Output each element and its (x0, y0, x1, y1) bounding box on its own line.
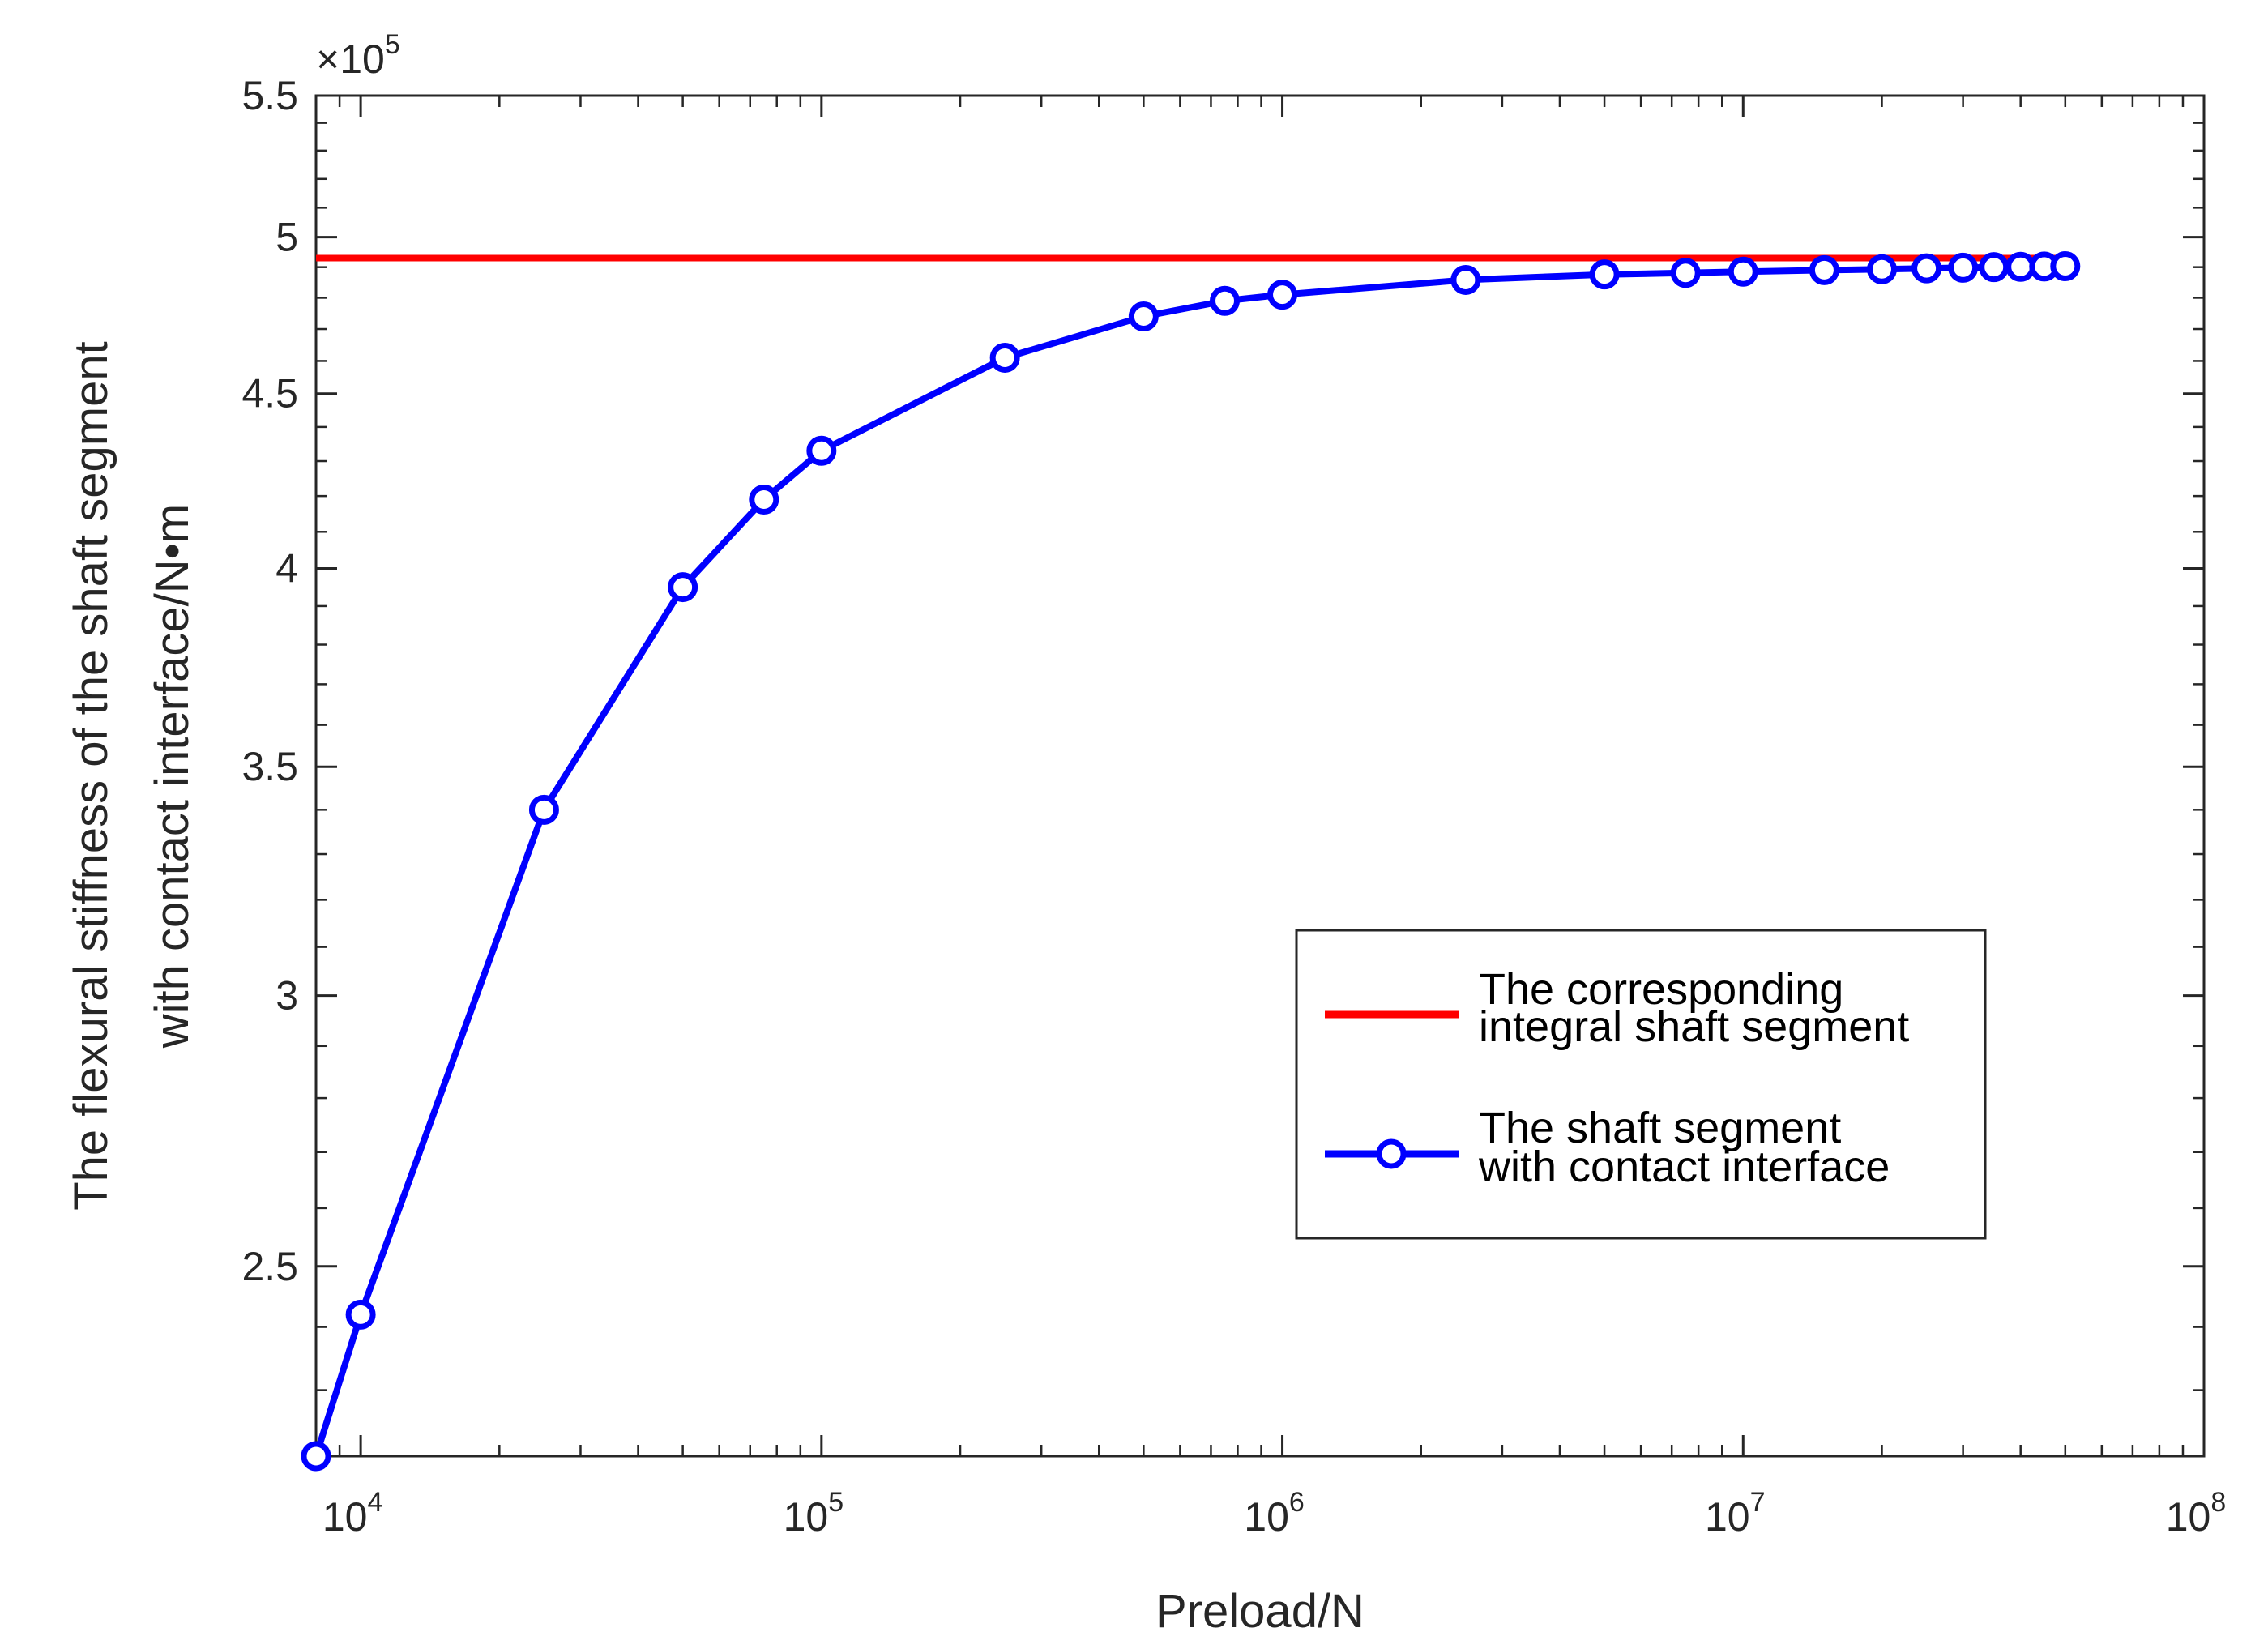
y-tick-label: 3.5 (241, 744, 298, 789)
x-tick-label-base: 10 (2166, 1494, 2211, 1540)
y-multiplier-exponent: 5 (385, 29, 400, 60)
x-tick-label-exponent: 5 (828, 1487, 844, 1518)
y-axis-multiplier: ×105 (316, 29, 400, 82)
data-point-marker (989, 342, 1020, 373)
x-tick-label-exponent: 6 (1289, 1487, 1305, 1518)
data-point-marker (1866, 254, 1897, 284)
legend-swatch-marker-2 (1376, 1138, 1407, 1169)
data-point-marker (345, 1299, 376, 1330)
y-axis-label-line-1: The flexural stiffness of the shaft segm… (65, 341, 117, 1211)
x-tick-label: 108 (2166, 1487, 2227, 1540)
legend-label-2-line-2: with contact interface (1478, 1143, 1890, 1191)
x-tick-label-exponent: 4 (367, 1487, 382, 1518)
y-tick-label: 5.5 (241, 73, 298, 118)
data-point-marker (668, 572, 698, 603)
y-tick-label: 2.5 (241, 1244, 298, 1289)
y-multiplier-base: ×10 (316, 36, 385, 82)
data-point-marker (1450, 264, 1481, 295)
x-axis-label: Preload/N (1155, 1585, 1365, 1638)
series-layer (301, 251, 2081, 1472)
x-tick-label-base: 10 (322, 1494, 368, 1540)
x-tick-label-exponent: 7 (1750, 1487, 1766, 1518)
data-point-marker (1728, 256, 1758, 287)
data-point-marker (2050, 251, 2081, 282)
axes-layer: 104 105 106 107 1082.533.544.555.5×105Preloa… (65, 29, 2226, 1638)
data-point-marker (1911, 253, 1942, 284)
series-line-2 (313, 263, 2065, 1458)
data-point-marker (2005, 251, 2036, 282)
x-tick-label-base: 10 (1244, 1494, 1289, 1540)
data-point-marker (1128, 301, 1159, 331)
x-tick-label-exponent: 8 (2210, 1487, 2226, 1518)
data-point-marker (1267, 280, 1298, 310)
y-tick-label: 3 (275, 973, 298, 1019)
data-point-marker (1948, 252, 1979, 283)
x-tick-label-base: 10 (1705, 1494, 1750, 1540)
data-point-marker (1670, 258, 1701, 288)
data-point-marker (806, 435, 837, 466)
x-tick-label: 107 (1705, 1487, 1766, 1540)
y-tick-label: 5 (275, 215, 298, 260)
data-point-marker (301, 1441, 331, 1472)
legend-label-1-line-2: integral shaft segment (1479, 1002, 1909, 1051)
legend-box (1295, 929, 1987, 1240)
x-tick-label: 106 (1244, 1487, 1305, 1540)
y-tick-label: 4 (275, 546, 298, 592)
data-point-marker (1809, 254, 1839, 285)
legend-label-2-line-1: The shaft segment (1479, 1104, 1841, 1152)
data-point-marker (528, 794, 559, 825)
legend-label-1-line-1: The corresponding (1479, 965, 1843, 1014)
data-point-marker (749, 484, 779, 515)
data-point-marker (1589, 259, 1620, 290)
data-point-marker (1979, 252, 2010, 283)
x-tick-label: 105 (784, 1487, 844, 1540)
x-tick-label: 104 (322, 1487, 383, 1540)
data-point-marker (1210, 285, 1241, 316)
y-tick-label: 4.5 (241, 371, 298, 417)
y-axis-label-line-2: with contact interface/N•m (146, 504, 199, 1049)
x-tick-label-base: 10 (784, 1494, 829, 1540)
